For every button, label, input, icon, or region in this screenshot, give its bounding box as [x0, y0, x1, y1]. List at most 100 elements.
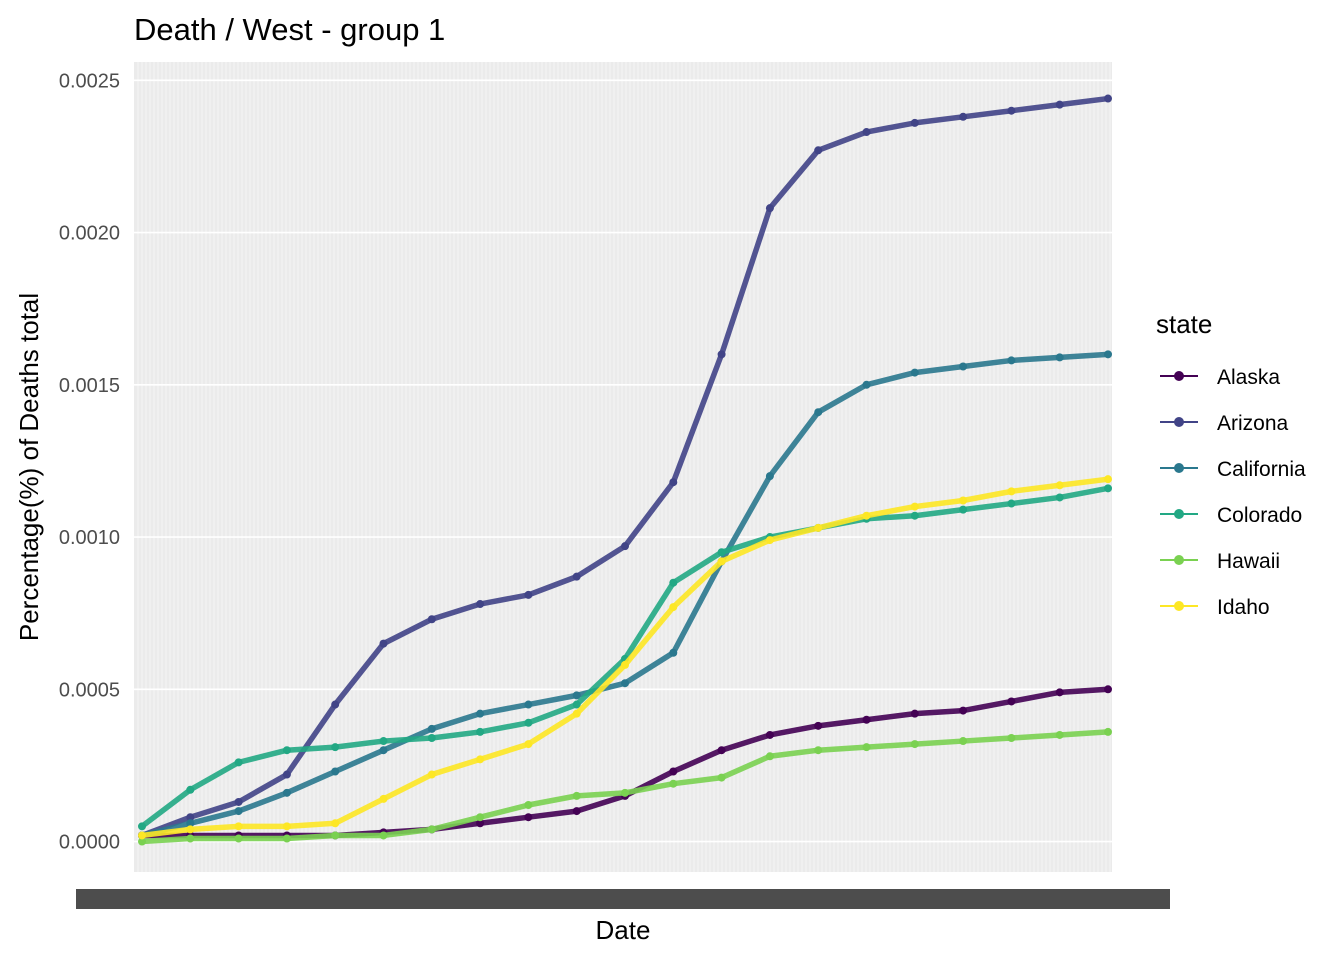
data-point: [186, 834, 195, 843]
data-point: [524, 590, 533, 599]
data-point: [814, 146, 823, 155]
data-point: [524, 801, 533, 810]
legend-item-alaska: Alaska: [1160, 366, 1280, 389]
legend-label: Colorado: [1217, 504, 1302, 527]
legend-item-colorado: Colorado: [1160, 504, 1302, 527]
data-point: [234, 834, 243, 843]
data-point: [282, 746, 291, 755]
data-point: [959, 505, 968, 514]
legend-label: California: [1217, 458, 1306, 481]
data-point: [427, 770, 436, 779]
data-point: [765, 472, 774, 481]
data-point: [862, 743, 871, 752]
data-point: [1104, 350, 1112, 359]
data-point: [1007, 106, 1016, 115]
data-point: [282, 788, 291, 797]
data-point: [959, 737, 968, 746]
y-tick-label: 0.0015: [59, 375, 120, 397]
data-point: [1055, 100, 1064, 109]
data-point: [331, 831, 340, 840]
data-point: [1007, 487, 1016, 496]
data-point: [572, 700, 581, 709]
series-idaho: [138, 475, 1112, 840]
data-point: [476, 727, 485, 736]
chart-title: Death / West - group 1: [134, 12, 445, 47]
data-point: [186, 785, 195, 794]
legend-label: Hawaii: [1217, 550, 1280, 573]
data-point: [910, 511, 919, 520]
data-point: [1007, 356, 1016, 365]
series-california: [138, 350, 1112, 840]
data-point: [621, 660, 629, 669]
legend-key-point: [1174, 417, 1184, 427]
data-point: [572, 791, 581, 800]
data-point: [717, 773, 726, 782]
data-point: [476, 600, 485, 609]
data-point: [186, 819, 195, 828]
y-tick-label: 0.0020: [59, 223, 120, 245]
data-point: [765, 204, 774, 213]
legend-item-hawaii: Hawaii: [1160, 550, 1280, 573]
legend-key-point: [1174, 601, 1184, 611]
data-point: [814, 721, 823, 730]
data-point: [476, 755, 485, 764]
legend-key-point: [1174, 555, 1184, 565]
data-point: [669, 478, 678, 487]
data-point: [427, 724, 436, 733]
data-point: [331, 767, 340, 776]
legend-title: state: [1156, 309, 1212, 339]
data-point: [572, 572, 581, 581]
data-point: [234, 797, 243, 806]
y-tick-labels: 0.0000 0.0005 0.0010 0.0015 0.0020 0.0025: [59, 70, 120, 853]
data-point: [862, 380, 871, 389]
plot-panel: [134, 62, 1112, 872]
data-point: [1007, 499, 1016, 508]
data-point: [524, 718, 533, 727]
data-point: [524, 740, 533, 749]
data-point: [1007, 734, 1016, 743]
data-point: [234, 822, 243, 831]
data-point: [959, 362, 968, 371]
data-point: [910, 502, 919, 511]
data-point: [379, 746, 388, 755]
data-point: [1055, 493, 1064, 502]
horizontal-gridlines: [134, 79, 1112, 843]
data-point: [379, 794, 388, 803]
legend-item-arizona: Arizona: [1160, 412, 1289, 435]
vertical-gridlines: [137, 62, 1111, 872]
data-point: [1055, 481, 1064, 490]
data-point: [331, 743, 340, 752]
data-point: [282, 834, 291, 843]
data-point: [572, 807, 581, 816]
data-point: [1007, 697, 1016, 706]
legend-key-point: [1174, 463, 1184, 473]
data-point: [862, 715, 871, 724]
data-point: [910, 368, 919, 377]
data-point: [717, 350, 726, 359]
data-point: [621, 542, 629, 551]
data-point: [1104, 685, 1112, 694]
data-point: [862, 128, 871, 137]
data-point: [669, 767, 678, 776]
data-point: [1104, 727, 1112, 736]
data-point: [282, 770, 291, 779]
x-tick-labels-overlapping: [76, 889, 1170, 909]
data-point: [669, 603, 678, 612]
data-point: [669, 779, 678, 788]
data-point: [1104, 94, 1112, 103]
data-point: [814, 523, 823, 532]
legend-label: Alaska: [1217, 366, 1280, 389]
data-point: [331, 819, 340, 828]
data-point: [427, 734, 436, 743]
legend-key-point: [1174, 371, 1184, 381]
data-point: [476, 813, 485, 822]
data-point: [717, 557, 726, 566]
y-tick-label: 0.0025: [59, 70, 120, 92]
legend: state Alaska Arizona California Colorado Haw…: [1156, 309, 1306, 619]
data-point: [524, 813, 533, 822]
data-point: [524, 700, 533, 709]
data-point: [765, 730, 774, 739]
series-hawaii: [138, 727, 1112, 846]
data-point: [1104, 475, 1112, 484]
